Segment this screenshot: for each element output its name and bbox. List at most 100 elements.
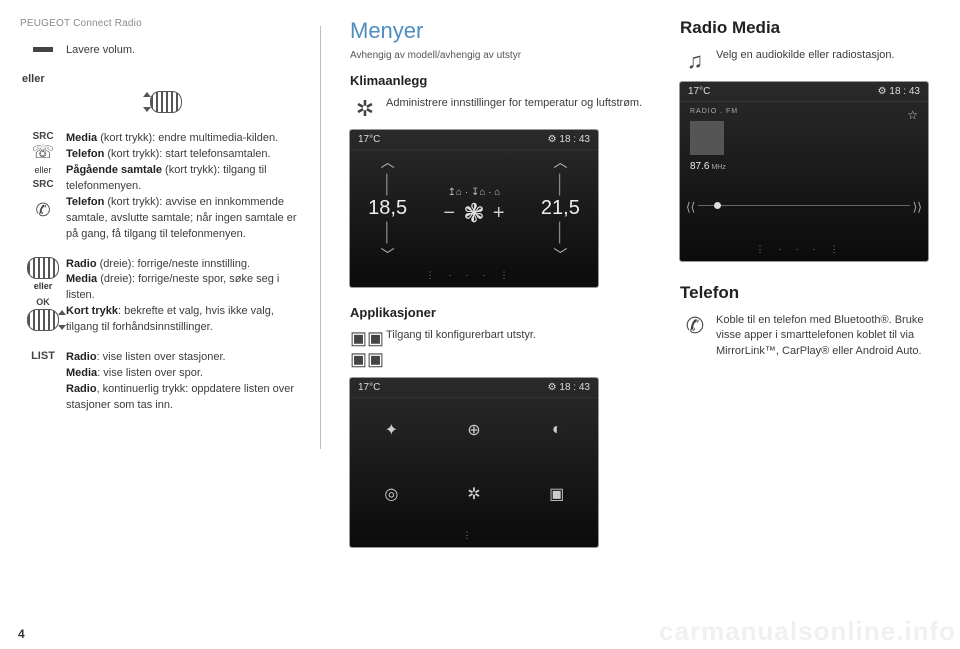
- right-temp-value: 21,5: [541, 197, 580, 220]
- left-temp-value: 18,5: [368, 197, 407, 220]
- app-icon-1: ✦: [385, 420, 398, 440]
- apps-temp: 17°C: [358, 382, 380, 393]
- phone-text: Koble til en telefon med Bluetooth®. Bru…: [716, 313, 946, 359]
- phone-note: ✆ Koble til en telefon med Bluetooth®. B…: [680, 313, 946, 359]
- lb3: Radio: [66, 383, 97, 395]
- star-icon: ☆: [907, 108, 918, 122]
- apps-heading: Applikasjoner: [350, 305, 646, 320]
- dial-icon-col: eller OK: [20, 257, 66, 333]
- src-label: SRC: [20, 131, 66, 142]
- chevron-down-icon: ﹀: [381, 245, 395, 265]
- src-icon-col: SRC ☏ eller SRC ✆: [20, 131, 66, 221]
- watermark: carmanualsonline.info: [659, 616, 956, 647]
- apps-time: ⚙ 18 : 43: [548, 382, 590, 393]
- volume-row: Lavere volum.: [20, 43, 306, 59]
- phone-icon: ✆: [20, 200, 66, 221]
- fan-center: − ❃ +: [443, 198, 504, 229]
- volume-text: Lavere volum.: [66, 43, 306, 59]
- radio-media-heading: Radio Media: [680, 18, 946, 38]
- media-row: SRC ☏ eller SRC ✆ Media (kort trykk): en…: [20, 131, 306, 243]
- menus-title: Menyer: [350, 18, 646, 44]
- radio-temp: 17°C: [688, 86, 710, 97]
- minus-icon: −: [443, 202, 455, 225]
- eller-label-1: eller: [22, 73, 306, 85]
- radio-dial-row: eller OK Radio (dreie): forrige/neste in…: [20, 257, 306, 337]
- rb1: Radio: [66, 258, 97, 270]
- app-icon-4: ◎: [384, 484, 398, 504]
- list-label: LIST: [20, 350, 66, 362]
- knob-ok-icon: [27, 309, 59, 331]
- chevron-up-icon-r: ︿: [553, 152, 567, 172]
- app-icon-6: ▣: [549, 484, 564, 504]
- climate-text: Administrere innstillinger for temperatu…: [386, 96, 646, 111]
- app-icon-5: ✲: [467, 484, 480, 504]
- rb3: Kort trykk: [66, 305, 118, 317]
- list-text: Radio : vise listen over stasjoner. Media…: [66, 350, 306, 414]
- climate-heading: Klimaanlegg: [350, 73, 646, 88]
- fan-big-icon: ❃: [463, 198, 485, 229]
- music-note-icon: ♫: [680, 48, 710, 74]
- screen-top-bar: 17°C ⚙ 18 : 43: [350, 130, 598, 150]
- page-header: PEUGEOT Connect Radio: [20, 18, 306, 29]
- chevron-down-icon-r: ﹀: [553, 245, 567, 265]
- b2: Telefon: [66, 148, 104, 160]
- eller-label-2: eller: [20, 165, 66, 175]
- album-thumb: [690, 121, 724, 155]
- climate-note: ✲ Administrere innstillinger for tempera…: [350, 96, 646, 122]
- tuner-dot: [714, 202, 721, 209]
- apps-nav-dots: ⋮: [350, 526, 598, 547]
- t1: (kort trykk): endre multimedia-kilden.: [97, 132, 278, 144]
- knob-icon: [26, 91, 306, 113]
- nav-dots: ⋮···⋮: [350, 266, 598, 287]
- b3: Pågående samtale: [66, 164, 162, 176]
- right-column: Radio Media ♫ Velg en audiokilde eller r…: [660, 0, 960, 649]
- lt1: : vise listen over stasjoner.: [97, 351, 226, 363]
- seek-left-icon: ⟨⟨: [686, 200, 695, 214]
- apps-note: ▣▣▣▣ Tilgang til konfigurerbart utstyr.: [350, 328, 646, 370]
- climate-body: ︿ │ 18,5 │ ﹀ ↥⌂ · ↧⌂ · ⌂ − ❃ +: [350, 150, 598, 266]
- b1: Media: [66, 132, 97, 144]
- left-column: PEUGEOT Connect Radio Lavere volum. elle…: [0, 0, 320, 649]
- handset-icon: ☏: [20, 142, 66, 163]
- app-icon-3: ◐: [552, 421, 562, 439]
- fan-icon: ✲: [350, 96, 380, 122]
- apps-top-bar: 17°C ⚙ 18 : 43: [350, 378, 598, 398]
- radio-time: ⚙ 18 : 43: [878, 86, 920, 97]
- src-label-2: SRC: [20, 179, 66, 190]
- t2: (kort trykk): start telefonsamtalen.: [104, 148, 270, 160]
- radio-source: RADIO . FM: [690, 108, 918, 115]
- tick-icon4: │: [555, 222, 566, 243]
- lt3: , kontinuerlig trykk: oppdatere listen o…: [66, 383, 294, 411]
- ok-label: OK: [20, 297, 66, 307]
- apps-body: ✦ ⊕ ◐ ◎ ✲ ▣: [350, 398, 598, 526]
- knob-plain-icon: [27, 257, 59, 279]
- rt2: (dreie): forrige/neste spor, søke seg i …: [66, 273, 279, 301]
- page-number: 4: [18, 627, 25, 641]
- lb2: Media: [66, 367, 97, 379]
- seek-right-icon: ⟩⟩: [913, 200, 922, 214]
- menus-subtitle: Avhengig av modell/avhengig av utstyr: [350, 50, 646, 61]
- tick-icon: │: [382, 174, 393, 195]
- plus-icon: +: [493, 202, 505, 225]
- apps-grid-icon: ▣▣▣▣: [350, 328, 380, 370]
- radio-screen: 17°C ⚙ 18 : 43 ☆ RADIO . FM 87.6MHz ⟨⟨ ⟩…: [680, 82, 928, 261]
- list-icon-col: LIST: [20, 350, 66, 362]
- radio-note: ♫ Velg en audiokilde eller radiostasjon.: [680, 48, 946, 74]
- apps-text: Tilgang til konfigurerbart utstyr.: [386, 328, 646, 343]
- apps-screen: 17°C ⚙ 18 : 43 ✦ ⊕ ◐ ◎ ✲ ▣ ⋮: [350, 378, 598, 547]
- media-text: Media (kort trykk): endre multimedia-kil…: [66, 131, 306, 243]
- radio-text: Velg en audiokilde eller radiostasjon.: [716, 48, 946, 63]
- phone-handset-icon: ✆: [680, 313, 710, 339]
- screen-time: ⚙ 18 : 43: [548, 134, 590, 145]
- tick-icon3: │: [555, 174, 566, 195]
- left-temp-ctrl: ︿ │ 18,5 │ ﹀: [368, 152, 407, 265]
- radio-dial-text: Radio (dreie): forrige/neste innstilling…: [66, 257, 306, 337]
- radio-top-bar: 17°C ⚙ 18 : 43: [680, 82, 928, 102]
- page: PEUGEOT Connect Radio Lavere volum. elle…: [0, 0, 960, 649]
- mid-column: Menyer Avhengig av modell/avhengig av ut…: [320, 0, 660, 649]
- eller-label-3: eller: [20, 281, 66, 291]
- airflow-icons: ↥⌂ · ↧⌂ · ⌂: [443, 187, 504, 198]
- rt1: (dreie): forrige/neste innstilling.: [97, 258, 250, 270]
- screen-temp: 17°C: [358, 134, 380, 145]
- tick-icon2: │: [382, 222, 393, 243]
